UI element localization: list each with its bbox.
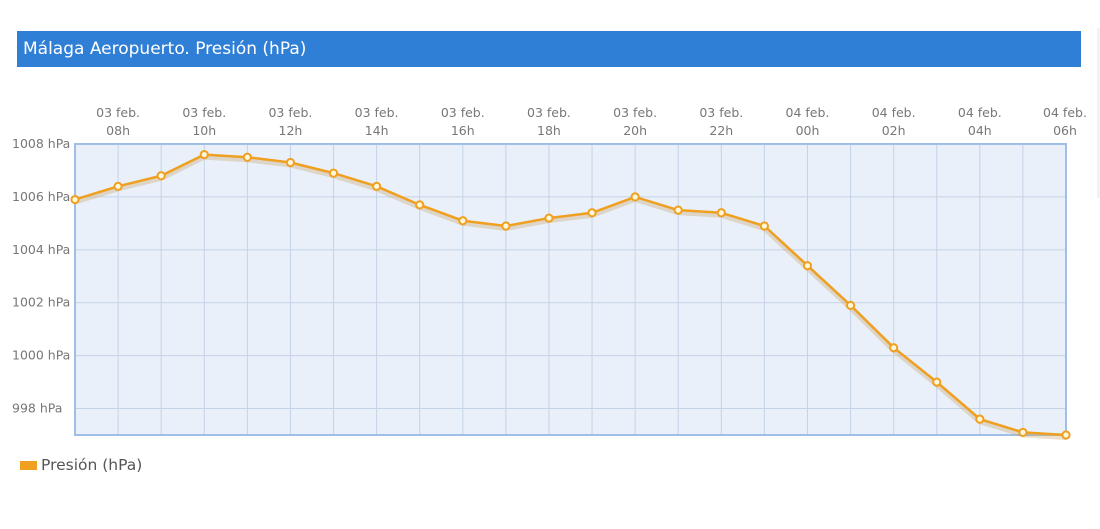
x-tick-label-date: 03 feb. (527, 105, 571, 120)
x-tick-label-date: 03 feb. (441, 105, 485, 120)
data-point (587, 208, 597, 218)
data-point (501, 221, 511, 231)
x-tick-label-hour: 20h (623, 123, 647, 138)
data-point (372, 181, 382, 191)
y-tick-label: 1006 hPa (12, 189, 70, 204)
plot-border (74, 143, 1067, 436)
y-tick-label: 1008 hPa (12, 136, 70, 151)
legend-swatch (20, 460, 37, 470)
data-point (328, 168, 339, 178)
data-point (673, 205, 683, 215)
data-point (156, 171, 166, 181)
data-point (1061, 430, 1071, 440)
data-point (802, 261, 813, 271)
x-tick-label-date: 03 feb. (96, 105, 140, 120)
y-tick-label: 1002 hPa (12, 295, 70, 310)
x-tick-label-date: 04 feb. (958, 105, 1002, 120)
x-tick-label-date: 03 feb. (268, 105, 312, 120)
x-tick-label-hour: 22h (709, 123, 733, 138)
x-tick-label-hour: 04h (968, 123, 992, 138)
x-tick-label-hour: 18h (537, 123, 561, 138)
data-point (1018, 427, 1028, 437)
data-point (415, 200, 425, 210)
data-point (975, 414, 985, 424)
data-point (199, 149, 209, 160)
data-point (889, 343, 899, 353)
data-point (113, 181, 123, 191)
chart-title: Málaga Aeropuerto. Presión (hPa) (23, 39, 307, 59)
data-point (716, 208, 726, 218)
x-tick-label-hour: 02h (882, 123, 906, 138)
data-point (242, 152, 252, 162)
x-tick-label-hour: 00h (796, 123, 820, 138)
x-tick-label-hour: 08h (106, 123, 130, 138)
x-tick-label-hour: 16h (451, 123, 475, 138)
series-line-shadow (74, 153, 1067, 440)
data-point (630, 192, 640, 202)
legend[interactable]: Presión (hPa) (20, 456, 142, 474)
x-tick-label-hour: 12h (279, 123, 303, 138)
series-line (74, 153, 1067, 437)
data-point (845, 300, 856, 310)
x-tick-label-date: 03 feb. (699, 105, 743, 120)
data-point (932, 377, 942, 387)
data-point (70, 194, 80, 205)
data-point (759, 221, 769, 231)
x-tick-label-date: 04 feb. (786, 105, 830, 120)
x-tick-label-date: 04 feb. (1043, 105, 1087, 120)
y-tick-label: 1004 hPa (12, 242, 70, 257)
x-tick-label-hour: 06h (1053, 123, 1077, 138)
x-tick-label-date: 03 feb. (182, 105, 226, 120)
data-point (544, 213, 554, 223)
y-tick-label: 1000 hPa (12, 348, 70, 363)
x-tick-label-hour: 14h (365, 123, 389, 138)
x-tick-label-date: 04 feb. (872, 105, 916, 120)
data-point (458, 216, 468, 226)
x-tick-label-hour: 10h (192, 123, 216, 138)
x-tick-label-date: 03 feb. (613, 105, 657, 120)
chart-header: Málaga Aeropuerto. Presión (hPa) (17, 31, 1081, 67)
data-point (285, 157, 296, 168)
y-tick-label: 998 hPa (12, 401, 62, 416)
legend-label: Presión (hPa) (41, 456, 143, 474)
plot-area (75, 144, 1066, 435)
right-panel-edge (1097, 28, 1100, 198)
x-tick-label-date: 03 feb. (355, 105, 399, 120)
